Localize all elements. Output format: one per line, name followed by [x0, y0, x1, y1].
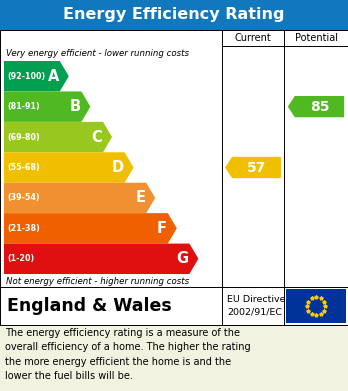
- Text: G: G: [176, 251, 188, 266]
- Text: (81-91): (81-91): [7, 102, 40, 111]
- Text: England & Wales: England & Wales: [7, 297, 172, 315]
- Text: E: E: [135, 190, 145, 205]
- Bar: [0, 287, 348, 325]
- Text: D: D: [111, 160, 124, 175]
- Polygon shape: [4, 61, 69, 91]
- Text: (69-80): (69-80): [7, 133, 40, 142]
- Text: (92-100): (92-100): [7, 72, 45, 81]
- Text: (39-54): (39-54): [7, 194, 40, 203]
- Text: (1-20): (1-20): [7, 254, 34, 263]
- Polygon shape: [4, 244, 198, 274]
- Text: EU Directive
2002/91/EC: EU Directive 2002/91/EC: [227, 295, 285, 317]
- Polygon shape: [4, 122, 112, 152]
- Text: The energy efficiency rating is a measure of the
overall efficiency of a home. T: The energy efficiency rating is a measur…: [5, 328, 251, 381]
- Text: C: C: [91, 129, 102, 145]
- Text: Potential: Potential: [294, 33, 338, 43]
- Text: 57: 57: [247, 160, 266, 174]
- Bar: [0, 0, 348, 30]
- Polygon shape: [4, 213, 177, 244]
- Polygon shape: [4, 152, 134, 183]
- Polygon shape: [4, 183, 155, 213]
- Text: 85: 85: [310, 100, 329, 114]
- Text: F: F: [157, 221, 167, 236]
- Bar: [286, 289, 346, 323]
- Text: A: A: [47, 69, 59, 84]
- Polygon shape: [4, 91, 90, 122]
- Bar: [0, 30, 348, 287]
- Text: B: B: [69, 99, 80, 114]
- Polygon shape: [288, 96, 344, 117]
- Text: Energy Efficiency Rating: Energy Efficiency Rating: [63, 7, 285, 23]
- Text: Current: Current: [235, 33, 271, 43]
- Text: (21-38): (21-38): [7, 224, 40, 233]
- Polygon shape: [225, 157, 281, 178]
- Text: Not energy efficient - higher running costs: Not energy efficient - higher running co…: [6, 276, 189, 285]
- Text: (55-68): (55-68): [7, 163, 40, 172]
- Text: Very energy efficient - lower running costs: Very energy efficient - lower running co…: [6, 50, 189, 59]
